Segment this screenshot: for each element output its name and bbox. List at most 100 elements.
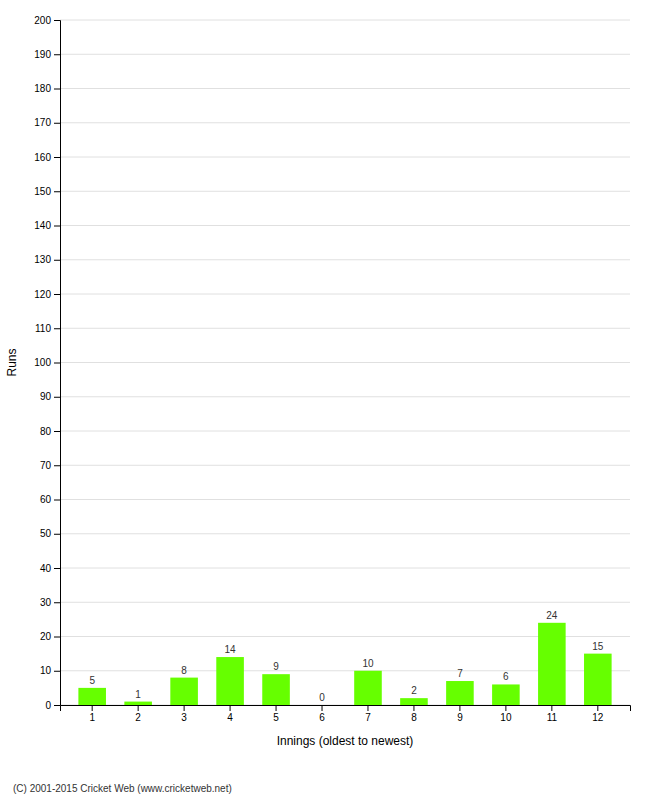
tick-mark: [54, 363, 60, 364]
y-axis-title: Runs: [5, 348, 19, 376]
grid-line: [60, 362, 630, 363]
bar: [492, 684, 520, 705]
grid-line: [60, 499, 630, 500]
x-tick: 7: [365, 705, 371, 723]
bar: [538, 623, 566, 705]
data-label: 8: [181, 665, 187, 676]
tick-label: 1: [89, 712, 95, 723]
data-label: 15: [592, 641, 604, 652]
tick-mark: [54, 637, 60, 638]
x-tick: 6: [319, 705, 325, 723]
x-tick: 12: [592, 705, 604, 723]
x-axis-title: Innings (oldest to newest): [277, 734, 414, 748]
tick-mark: [54, 157, 60, 158]
tick-mark: [230, 705, 231, 711]
tick-mark: [54, 602, 60, 603]
tick-mark: [54, 568, 60, 569]
tick-label: 120: [34, 289, 51, 300]
tick-mark: [184, 705, 185, 711]
tick-mark: [54, 191, 60, 192]
tick-label: 190: [34, 49, 51, 60]
y-axis: 0102030405060708090100110120130140150160…: [34, 15, 60, 711]
tick-label: 6: [319, 712, 325, 723]
tick-label: 80: [40, 426, 52, 437]
tick-mark: [54, 465, 60, 466]
grid-line: [60, 465, 630, 466]
tick-label: 7: [365, 712, 371, 723]
data-label: 5: [89, 675, 95, 686]
tick-mark: [459, 705, 460, 711]
tick-label: 10: [40, 665, 52, 676]
tick-mark: [92, 705, 93, 711]
tick-label: 8: [411, 712, 417, 723]
grid-line: [60, 157, 630, 158]
chart-svg: 5181490102762415123456789101112010203040…: [0, 0, 650, 800]
grid-line: [60, 396, 630, 397]
grid-line: [60, 191, 630, 192]
tick-mark: [54, 671, 60, 672]
grid-line: [60, 88, 630, 89]
bar: [308, 705, 336, 706]
y-tick: 120: [34, 289, 60, 300]
x-tick: 5: [273, 705, 279, 723]
y-tick: 110: [35, 323, 60, 334]
y-tick: 160: [34, 152, 60, 163]
bar: [170, 678, 198, 705]
data-label: 14: [225, 644, 237, 655]
grid-line: [60, 20, 630, 21]
x-tick: 1: [89, 705, 95, 723]
tick-label: 9: [457, 712, 463, 723]
data-label: 1: [135, 689, 141, 700]
grid-line: [60, 225, 630, 226]
axis-domain: [61, 706, 631, 712]
tick-mark: [54, 123, 60, 124]
tick-label: 4: [227, 712, 233, 723]
data-label: 2: [411, 685, 417, 696]
tick-label: 170: [34, 117, 51, 128]
grid-line: [60, 602, 630, 603]
tick-mark: [138, 705, 139, 711]
grid-line: [60, 259, 630, 260]
tick-label: 11: [547, 712, 558, 723]
tick-label: 60: [40, 494, 52, 505]
tick-mark: [322, 705, 323, 711]
tick-label: 160: [34, 152, 51, 163]
bar: [124, 702, 152, 705]
grid-line: [60, 122, 630, 123]
x-tick: 8: [411, 705, 417, 723]
tick-mark: [54, 431, 60, 432]
bar: [216, 657, 244, 705]
y-tick: 20: [40, 631, 60, 642]
x-tick: 10: [500, 705, 512, 723]
data-label: 0: [319, 692, 325, 703]
tick-mark: [597, 705, 598, 711]
tick-mark: [505, 705, 506, 711]
grid-line: [60, 568, 630, 569]
bar: [262, 674, 290, 705]
y-tick: 170: [34, 117, 60, 128]
axis-domain: [54, 21, 61, 706]
chart-container: 5181490102762415123456789101112010203040…: [0, 0, 650, 800]
tick-label: 20: [40, 631, 52, 642]
tick-mark: [54, 294, 60, 295]
y-tick: 150: [34, 186, 60, 197]
tick-label: 12: [592, 712, 604, 723]
x-tick: 4: [227, 705, 233, 723]
tick-label: 150: [34, 186, 51, 197]
bars: [78, 623, 611, 705]
tick-mark: [54, 54, 60, 55]
tick-mark: [413, 705, 414, 711]
grid-line: [60, 533, 630, 534]
grid-line: [60, 294, 630, 295]
bar: [354, 671, 382, 705]
y-tick: 100: [34, 357, 60, 368]
x-tick: 9: [457, 705, 463, 723]
tick-mark: [54, 89, 60, 90]
y-tick: 50: [40, 528, 60, 539]
y-tick: 60: [40, 494, 60, 505]
bar: [584, 654, 612, 705]
tick-mark: [276, 705, 277, 711]
tick-label: 90: [40, 391, 52, 402]
tick-mark: [54, 500, 60, 501]
plot-area: 5181490102762415123456789101112010203040…: [34, 15, 630, 723]
